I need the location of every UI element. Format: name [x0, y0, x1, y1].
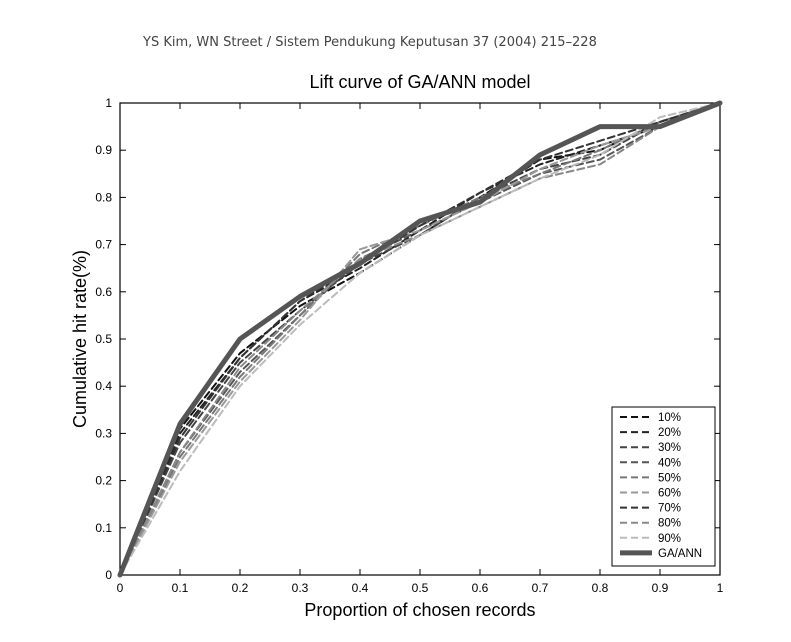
series-line-50-	[119, 102, 721, 576]
x-tick-label: 0.7	[532, 581, 549, 595]
x-tick-label: 0.4	[352, 581, 369, 595]
y-tick-label: 0.4	[95, 379, 112, 393]
y-tick-label: 0	[105, 568, 112, 582]
legend-label: 20%	[658, 427, 681, 439]
y-tick-label: 0.9	[95, 143, 112, 157]
x-tick-label: 0.5	[412, 581, 429, 595]
x-tick-label: 0.1	[172, 581, 189, 595]
x-tick-label: 0.2	[232, 581, 249, 595]
series-line-ga-ann	[117, 100, 723, 578]
legend-label: GA/ANN	[658, 548, 702, 560]
y-tick-label: 0.6	[95, 285, 112, 299]
chart-title: Lift curve of GA/ANN model	[309, 72, 530, 92]
y-tick-label: 0.5	[95, 332, 112, 346]
x-tick-label: 0.9	[652, 581, 669, 595]
y-axis-label: Cumulative hit rate(%)	[70, 250, 90, 428]
legend-label: 90%	[658, 533, 681, 545]
x-tick-label: 0.3	[292, 581, 309, 595]
y-tick-label: 0.1	[95, 521, 112, 535]
y-tick-label: 0.8	[95, 190, 112, 204]
series-line-60-	[119, 102, 721, 576]
series-line-70-	[119, 102, 721, 576]
legend-box	[611, 406, 716, 567]
x-axis-label: Proportion of chosen records	[304, 600, 535, 620]
x-tick-label: 1	[717, 581, 724, 595]
y-tick-label: 0.7	[95, 238, 112, 252]
series-line-80-	[119, 102, 721, 576]
legend: 10% 20% 30% 40% 50% 60% 70% 80% 90% GA/ANN	[611, 406, 716, 567]
y-tick-label: 0.3	[95, 426, 112, 440]
legend-label: 30%	[658, 442, 681, 454]
legend-label: 80%	[658, 518, 681, 530]
legend-label: 10%	[658, 412, 681, 424]
x-tick-label: 0.8	[592, 581, 609, 595]
citation-header: YS Kim, WN Street / Sistem Pendukung Kep…	[143, 35, 597, 50]
legend-label: 50%	[658, 472, 681, 484]
series-layer	[117, 100, 723, 578]
legend-label: 40%	[658, 457, 681, 469]
axis-ticks: 0 0.1 0.2 0.3 0.4 0.5 0.6 0.7 0.8 0.9 1 0 0.1 0.2 0.3 0…	[95, 96, 723, 595]
legend-label: 60%	[658, 488, 681, 500]
x-tick-label: 0	[117, 581, 124, 595]
legend-label: 70%	[658, 503, 681, 515]
series-line-90-	[119, 102, 721, 576]
y-tick-label: 1	[105, 96, 112, 110]
x-tick-label: 0.6	[472, 581, 489, 595]
y-tick-label: 0.2	[95, 474, 112, 488]
